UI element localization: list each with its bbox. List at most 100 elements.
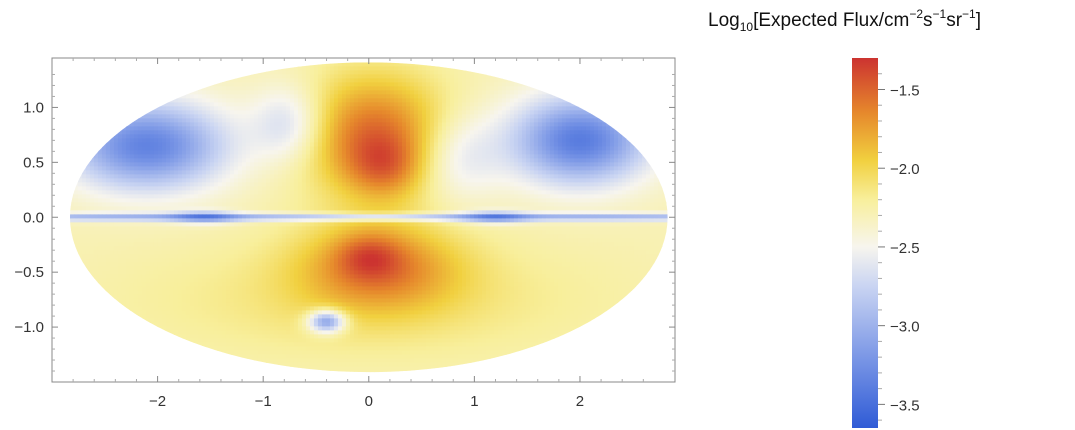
heatmap-cell [257,90,263,95]
heatmap-cell [217,150,223,155]
heatmap-cell [485,106,491,111]
heatmap-cell [377,62,383,67]
heatmap-cell [501,150,507,155]
heatmap-cell [525,114,531,119]
heatmap-cell [117,190,123,195]
heatmap-cell [645,70,651,75]
heatmap-cell [349,90,355,95]
heatmap-cell [537,146,543,151]
heatmap-cell [69,66,75,71]
heatmap-cell [321,142,327,147]
heatmap-cell [657,138,663,143]
heatmap-cell [525,86,531,91]
heatmap-cell [165,174,171,179]
heatmap-cell [361,66,367,71]
heatmap-cell [505,122,511,127]
heatmap-cell [317,158,323,163]
heatmap-cell [165,118,171,123]
heatmap-cell [557,62,563,67]
heatmap-cell [461,98,467,103]
heatmap-cell [641,150,647,155]
heatmap-cell [193,62,199,67]
heatmap-cell [165,130,171,135]
heatmap-cell [309,110,315,115]
heatmap-cell [309,150,315,155]
heatmap-cell [373,110,379,115]
heatmap-cell [425,82,431,87]
heatmap-cell [365,174,371,179]
heatmap-cell [69,106,75,111]
heatmap-cell [213,150,219,155]
heatmap-cell [237,74,243,79]
heatmap-cell [125,74,131,79]
heatmap-cell [449,118,455,123]
heatmap-cell [457,122,463,127]
heatmap-cell [441,190,447,195]
heatmap-cell [561,174,567,179]
heatmap-cell [665,138,668,143]
heatmap-cell [197,66,203,71]
heatmap-cell [541,158,547,163]
heatmap-cell [329,170,335,175]
heatmap-cell [501,98,507,103]
heatmap-cell [245,194,251,199]
heatmap-cell [305,174,311,179]
heatmap-cell [97,66,103,71]
heatmap-cell [569,66,575,71]
heatmap-cell [545,98,551,103]
heatmap-cell [241,86,247,91]
heatmap-cell [149,74,155,79]
heatmap-cell [521,126,527,131]
heatmap-cell [393,166,399,171]
heatmap-cell [425,158,431,163]
heatmap-cell [429,158,435,163]
heatmap-cell [481,66,487,71]
heatmap-cell [345,138,351,143]
heatmap-cell [613,142,619,147]
heatmap-cell [633,142,639,147]
heatmap-cell [629,142,635,147]
heatmap-cell [137,74,143,79]
heatmap-cell [433,102,439,107]
heatmap-cell [517,94,523,99]
heatmap-cell [513,154,519,159]
heatmap-cell [429,98,435,103]
heatmap-cell [381,78,387,83]
heatmap-cell [157,178,163,183]
heatmap-cell [477,138,483,143]
heatmap-cell [453,82,459,87]
heatmap-cell [221,114,227,119]
heatmap-cell [329,186,335,191]
heatmap-cell [369,134,375,139]
heatmap-cell [73,62,79,67]
heatmap-cell [633,70,639,75]
heatmap-cell [613,134,619,139]
heatmap-cell [173,186,179,191]
heatmap-cell [605,158,611,163]
heatmap-cell [593,178,599,183]
heatmap-cell [633,170,639,175]
heatmap-cell [181,66,187,71]
heatmap-cell [349,134,355,139]
heatmap-cell [341,70,347,75]
heatmap-cell [93,74,99,79]
heatmap-cell [361,174,367,179]
heatmap-cell [557,106,563,111]
heatmap-cell [153,114,159,119]
heatmap-cell [405,178,411,183]
heatmap-cell [341,118,347,123]
heatmap-cell [413,62,419,67]
heatmap-cell [401,186,407,191]
heatmap-cell [257,138,263,143]
heatmap-cell [497,190,503,195]
heatmap-cell [249,94,255,99]
heatmap-cell [493,78,499,83]
heatmap-cell [109,130,115,135]
heatmap-cell [301,174,307,179]
heatmap-cell [425,162,431,167]
heatmap-cell [101,138,107,143]
heatmap-cell [613,122,619,127]
heatmap-cell [413,94,419,99]
heatmap-cell [649,118,655,123]
heatmap-cell [589,134,595,139]
